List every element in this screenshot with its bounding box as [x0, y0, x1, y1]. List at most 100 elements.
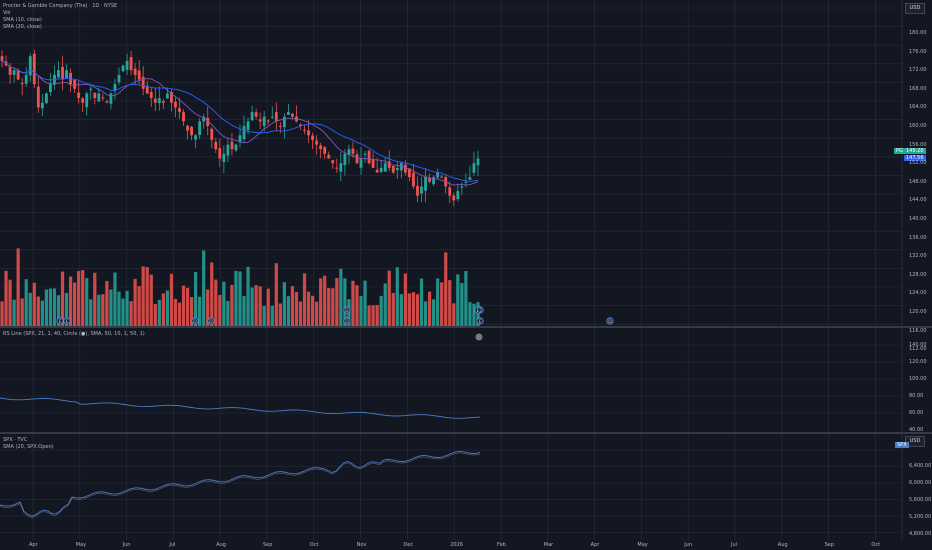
currency-label[interactable]: USD	[905, 3, 925, 14]
event-marker	[343, 306, 351, 314]
candle-body	[359, 158, 363, 168]
volume-bar	[363, 280, 367, 326]
volume-bar	[335, 277, 339, 326]
volume-bar	[165, 290, 170, 326]
last-price-tag: 149.20	[904, 148, 926, 154]
candle-body	[105, 101, 109, 103]
volume-bar	[169, 273, 174, 326]
volume-bar	[24, 279, 28, 326]
candle-body	[113, 84, 117, 92]
spx-title[interactable]: SPX · TVC	[3, 437, 28, 443]
candle-body	[77, 92, 81, 99]
candle-body	[246, 121, 250, 131]
volume-bar	[423, 301, 428, 326]
spx-currency-label[interactable]: USD	[905, 436, 925, 447]
indicator-vol[interactable]: Vol	[3, 10, 11, 16]
volume-bar	[234, 270, 238, 326]
volume-bar	[64, 293, 69, 326]
time-tick: Mar	[543, 542, 554, 548]
candle-body	[8, 66, 12, 75]
symbol-title[interactable]: Procter & Gamble Company (The) · 1D · NY…	[3, 3, 118, 9]
spx-tick: 6,400.00	[909, 463, 932, 469]
event-marker	[56, 317, 64, 325]
volume-bar	[282, 282, 286, 326]
candle-body	[391, 165, 395, 173]
volume-bar	[306, 291, 311, 326]
spx-badge: SPX	[895, 442, 909, 448]
spx-sma-line	[0, 452, 481, 518]
candle-body	[157, 98, 161, 104]
price-tick: 128.00	[909, 271, 927, 278]
candle-body	[428, 177, 431, 182]
candle-body	[153, 98, 157, 103]
volume-bar	[331, 288, 335, 326]
volume-bar	[298, 301, 303, 326]
rs-new-high-dot	[475, 333, 483, 341]
volume-bar	[371, 305, 375, 326]
price-tick: 180.00	[909, 30, 927, 36]
indicator-sma10[interactable]: SMA (10, close)	[3, 17, 42, 23]
indicator-sma20[interactable]: SMA (20, close)	[3, 24, 42, 30]
volume-bar	[415, 294, 420, 326]
time-tick: Dec	[403, 542, 414, 548]
candle-body	[367, 150, 371, 164]
volume-bar	[339, 268, 343, 326]
volume-bar	[230, 284, 234, 326]
time-tick: Sep	[824, 542, 835, 548]
candle-body	[355, 154, 359, 164]
candle-body	[32, 53, 36, 85]
candle-body	[347, 149, 351, 155]
volume-bar	[258, 286, 262, 326]
candle-body	[226, 144, 230, 156]
volume-bar	[375, 305, 379, 326]
volume-bar	[198, 296, 202, 326]
candle-body	[178, 108, 181, 113]
volume-bar	[121, 298, 125, 326]
candle-body	[16, 70, 20, 80]
spx-tick: 5,200.00	[909, 514, 932, 520]
volume-bar	[399, 294, 403, 326]
rs-tick: 120.00	[909, 359, 927, 365]
price-tick: 136.00	[909, 234, 927, 241]
event-marker	[191, 317, 199, 325]
volume-bar	[4, 270, 8, 326]
candle-body	[137, 70, 141, 80]
candle-body	[262, 116, 266, 126]
volume-bar	[109, 289, 113, 326]
candle-body	[109, 93, 113, 104]
volume-bar	[383, 283, 387, 326]
volume-bar	[28, 292, 32, 326]
candle-body	[149, 92, 153, 99]
candle-body	[468, 177, 472, 180]
volume-bar	[290, 286, 295, 326]
candle-body	[133, 68, 137, 75]
rs-line-title[interactable]: RS Line (SPX, 21, 1, 40, Circle (●), SMA…	[3, 331, 145, 337]
volume-bar	[12, 299, 16, 326]
event-marker-label: E	[66, 319, 69, 325]
volume-bar	[359, 296, 363, 326]
volume-bar	[476, 302, 480, 326]
spx-sma-title[interactable]: SMA (20, SPX:Open)	[3, 444, 54, 450]
time-tick: Sep	[263, 542, 273, 548]
volume-bar	[222, 281, 226, 326]
volume-bar	[343, 278, 347, 326]
candle-body	[194, 135, 198, 140]
volume-bar	[379, 295, 383, 326]
volume-bar	[125, 290, 129, 326]
candle-body	[383, 163, 387, 172]
price-tick: 152.00	[909, 160, 927, 167]
volume-bar	[387, 270, 391, 326]
candle-body	[218, 148, 222, 159]
volume-bar	[266, 288, 270, 326]
candle-body	[125, 60, 129, 70]
volume-bar	[395, 267, 399, 326]
candle-body	[20, 83, 24, 85]
candle-body	[274, 112, 278, 122]
candle-body	[335, 167, 339, 169]
volume-bar	[468, 302, 472, 326]
candle-body	[61, 66, 64, 80]
volume-bar	[157, 299, 161, 326]
time-tick: Jun	[684, 542, 692, 548]
volume-bar	[226, 301, 230, 326]
